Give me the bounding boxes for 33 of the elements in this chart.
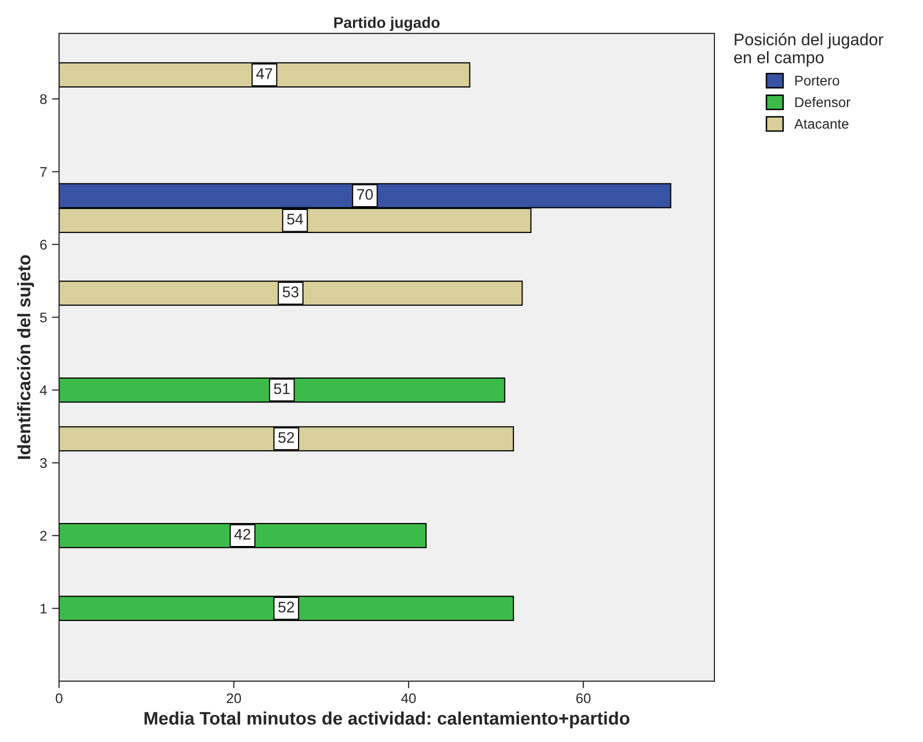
- y-tick-label: 6: [40, 240, 47, 250]
- data-label: 42: [234, 528, 250, 540]
- y-tick-label: 4: [40, 386, 47, 396]
- data-label: 54: [287, 214, 304, 225]
- legend-title: Posición del jugador en el campo: [734, 32, 884, 67]
- bar: [59, 596, 514, 621]
- y-tick-label: 2: [40, 530, 47, 541]
- y-tick-label: 7: [40, 167, 47, 177]
- data-label: 53: [282, 286, 298, 298]
- x-axis-title: Media Total minutos de actividad: calentamiento+partido: [144, 711, 630, 728]
- legend-label: Portero: [795, 76, 840, 86]
- x-tick-label: 40: [401, 693, 416, 704]
- y-tick-label: 3: [40, 458, 47, 468]
- bar: [59, 280, 523, 306]
- bar: [59, 523, 427, 548]
- data-label: 52: [278, 432, 294, 443]
- x-tick-label: 20: [226, 693, 242, 704]
- chart-title: Partido jugado: [334, 16, 440, 32]
- bar: [59, 377, 506, 403]
- data-label: 52: [278, 602, 294, 612]
- bar: [59, 426, 514, 452]
- x-tick-label: 0: [56, 693, 62, 704]
- x-tick-label: 60: [576, 693, 591, 704]
- legend-label: Atacante: [794, 119, 848, 129]
- y-tick-label: 8: [40, 94, 47, 104]
- y-axis-title: Identificación del sujeto: [17, 255, 34, 459]
- y-tick-label: 5: [40, 312, 47, 322]
- data-label: 70: [357, 188, 373, 200]
- bar: [59, 62, 470, 88]
- data-label: 47: [256, 68, 272, 79]
- y-tick-label: 1: [40, 604, 47, 614]
- data-label: 51: [274, 383, 290, 394]
- legend-label: Defensor: [795, 96, 850, 108]
